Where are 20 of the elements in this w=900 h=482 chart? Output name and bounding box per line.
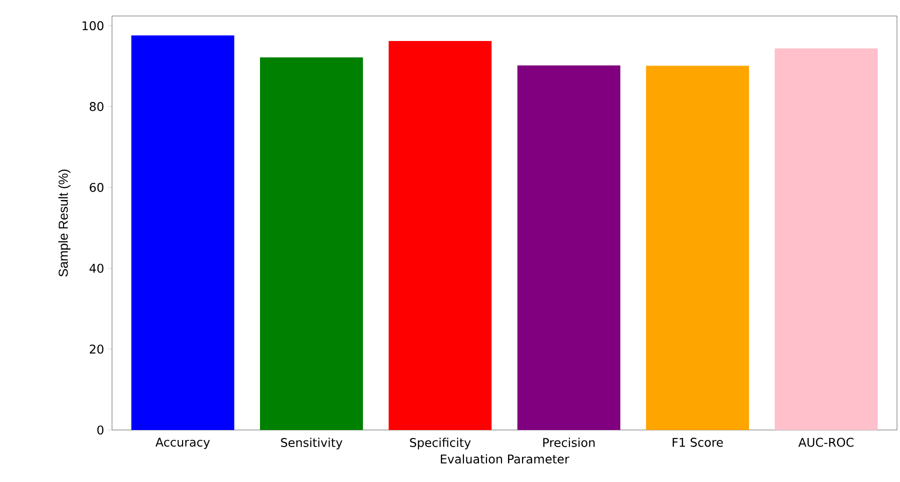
y-tick-label: 80 bbox=[90, 102, 104, 112]
x-tick-label: F1 Score bbox=[672, 438, 723, 447]
x-tick-label: Precision bbox=[543, 438, 595, 448]
y-tick-label: 40 bbox=[90, 264, 104, 273]
bar bbox=[774, 48, 878, 430]
bar bbox=[517, 65, 620, 430]
x-tick-label: Specificity bbox=[410, 438, 471, 450]
x-tick-label: Sensitivity bbox=[281, 438, 342, 450]
y-tick-label: 100 bbox=[82, 21, 104, 30]
y-tick-label: 0 bbox=[97, 425, 104, 435]
bar bbox=[131, 35, 234, 430]
bar bbox=[646, 66, 750, 430]
y-tick-label: 60 bbox=[90, 182, 104, 192]
y-tick-label: 20 bbox=[90, 344, 104, 354]
x-tick-label: Accuracy bbox=[155, 438, 210, 450]
bar bbox=[260, 57, 363, 430]
y-axis-title: Sample Result (%) bbox=[58, 170, 70, 277]
x-tick-label: AUC-ROC bbox=[798, 438, 854, 447]
bar bbox=[388, 41, 492, 430]
x-axis-title: Evaluation Parameter bbox=[440, 454, 570, 464]
